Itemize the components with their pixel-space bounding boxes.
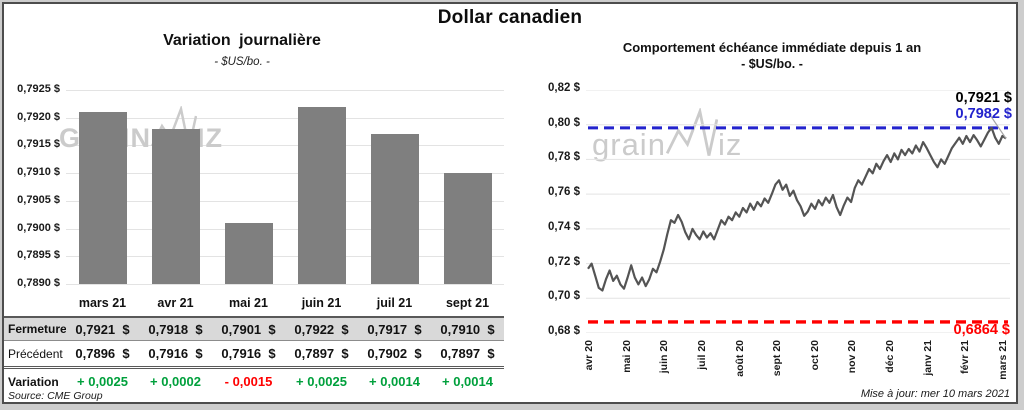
bar-sept-21 [443,173,492,284]
bar-juin-21 [297,106,346,284]
column-header: juin 21 [285,290,358,318]
line-chart-svg [586,90,1010,333]
table-cell: 0,7922 $ [285,318,358,341]
gridline [66,173,504,175]
table-cell: 0,7916 $ [139,341,212,369]
table-cell: + 0,0014 [369,374,420,389]
bar-mars-21 [78,112,127,284]
column-header: mai 21 [212,290,285,318]
table-cell: + 0,0025 [296,374,347,389]
column-header: mars 21 [66,290,139,318]
y-tick-label: 0,7895 $ [17,249,60,262]
x-tick-label: mai 20 [620,340,633,373]
gridline [66,117,504,119]
watermark-text: IZ [197,123,223,154]
y-tick-label: 0,7905 $ [17,193,60,206]
y-tick-label: 0,70 $ [548,290,580,303]
y-tick-label: 0,78 $ [548,151,580,164]
x-tick-label: juin 20 [658,340,671,374]
row-label-variation: Variation [8,374,59,389]
bar-plot-area [66,90,504,285]
x-tick-label: juil 20 [695,340,708,370]
column-header: sept 21 [431,290,504,318]
gridline [66,145,504,147]
table-cell: 0,7916 $ [212,341,285,369]
grainwiz-watermark: grain iz [592,108,743,163]
table-cell: + 0,0014 [442,374,493,389]
watermark-text: grain [592,127,666,163]
row-label-fermeture: Fermeture [4,318,67,341]
table-cell: 0,7897 $ [431,341,504,369]
gridline [66,284,504,285]
line-plot-area [586,90,1010,333]
y-tick-label: 0,7925 $ [17,83,60,95]
x-tick-label: nov 20 [846,340,859,374]
updated-note: Mise à jour: mer 10 mars 2021 [860,388,1010,400]
x-tick-label: avr 20 [583,340,595,371]
y-tick-label: 0,7920 $ [17,110,60,123]
column-header: juil 21 [358,290,431,318]
y-tick-label: 0,68 $ [548,325,580,337]
y-tick-label: 0,72 $ [548,255,580,268]
table-cell: 0,7896 $ [66,341,139,369]
bar-juil-21 [370,134,419,284]
high-reference-label: 0,7982 $ [955,106,1012,122]
bar-chart-title: Variation journalière [163,32,321,49]
table-cell: + 0,0002 [150,374,201,389]
last-price-label: 0,7921 $ [955,90,1012,106]
column-header: avr 21 [139,290,212,318]
y-tick-label: 0,7890 $ [17,277,60,289]
line-chart-subtitle: - $US/bo. - [741,57,803,71]
last-price-callout-line [987,111,1007,139]
table-cell: 0,7917 $ [358,318,431,341]
x-tick-label: oct 20 [808,340,821,371]
source-note: Source: CME Group [8,390,103,402]
watermark-text: iz [717,127,743,163]
low-reference-label: 0,6864 $ [953,322,1010,338]
gridline [66,256,504,258]
y-tick-label: 0,80 $ [548,116,580,129]
gridline [66,228,504,230]
y-tick-label: 0,82 $ [548,82,580,94]
table-cell: 0,7902 $ [358,341,431,369]
line-chart-title: Comportement échéance immédiate depuis 1… [622,40,922,55]
x-tick-label: janv 21 [921,340,934,376]
y-tick-label: 0,7915 $ [17,138,60,151]
bar-mai-21 [224,223,273,284]
table-cell: 0,7901 $ [212,318,285,341]
row-label-precedent: Précédent [4,341,66,369]
bar-avr-21 [151,128,200,284]
table-cell: 0,7897 $ [285,341,358,369]
gridline [66,90,504,91]
x-tick-label: sept 20 [771,340,784,377]
y-tick-label: 0,7910 $ [17,166,60,179]
y-tick-label: 0,7900 $ [17,221,60,234]
table-cell: - 0,0015 [224,374,273,389]
report-frame: Dollar canadien Variation journalière - … [2,2,1018,404]
price-series-line [587,126,1007,292]
x-tick-label: févr 21 [959,340,972,374]
corner-cell [4,290,66,318]
x-tick-label: août 20 [733,340,746,377]
quotes-table: mars 21 avr 21 mai 21 juin 21 juil 21 sept 21… [4,290,504,394]
y-tick-label: 0,76 $ [548,186,580,199]
page-title: Dollar canadien [437,7,583,28]
x-tick-label: mars 21 [997,340,1009,380]
table-cell: 0,7910 $ [431,318,504,341]
bar-chart-subtitle: - $US/bo. - [214,56,270,68]
table-cell: 0,7918 $ [139,318,212,341]
table-cell: 0,7921 $ [66,318,139,341]
x-tick-label: déc 20 [884,340,897,373]
gridline [66,200,504,202]
table-cell: + 0,0025 [77,374,128,389]
y-tick-label: 0,74 $ [548,220,580,233]
